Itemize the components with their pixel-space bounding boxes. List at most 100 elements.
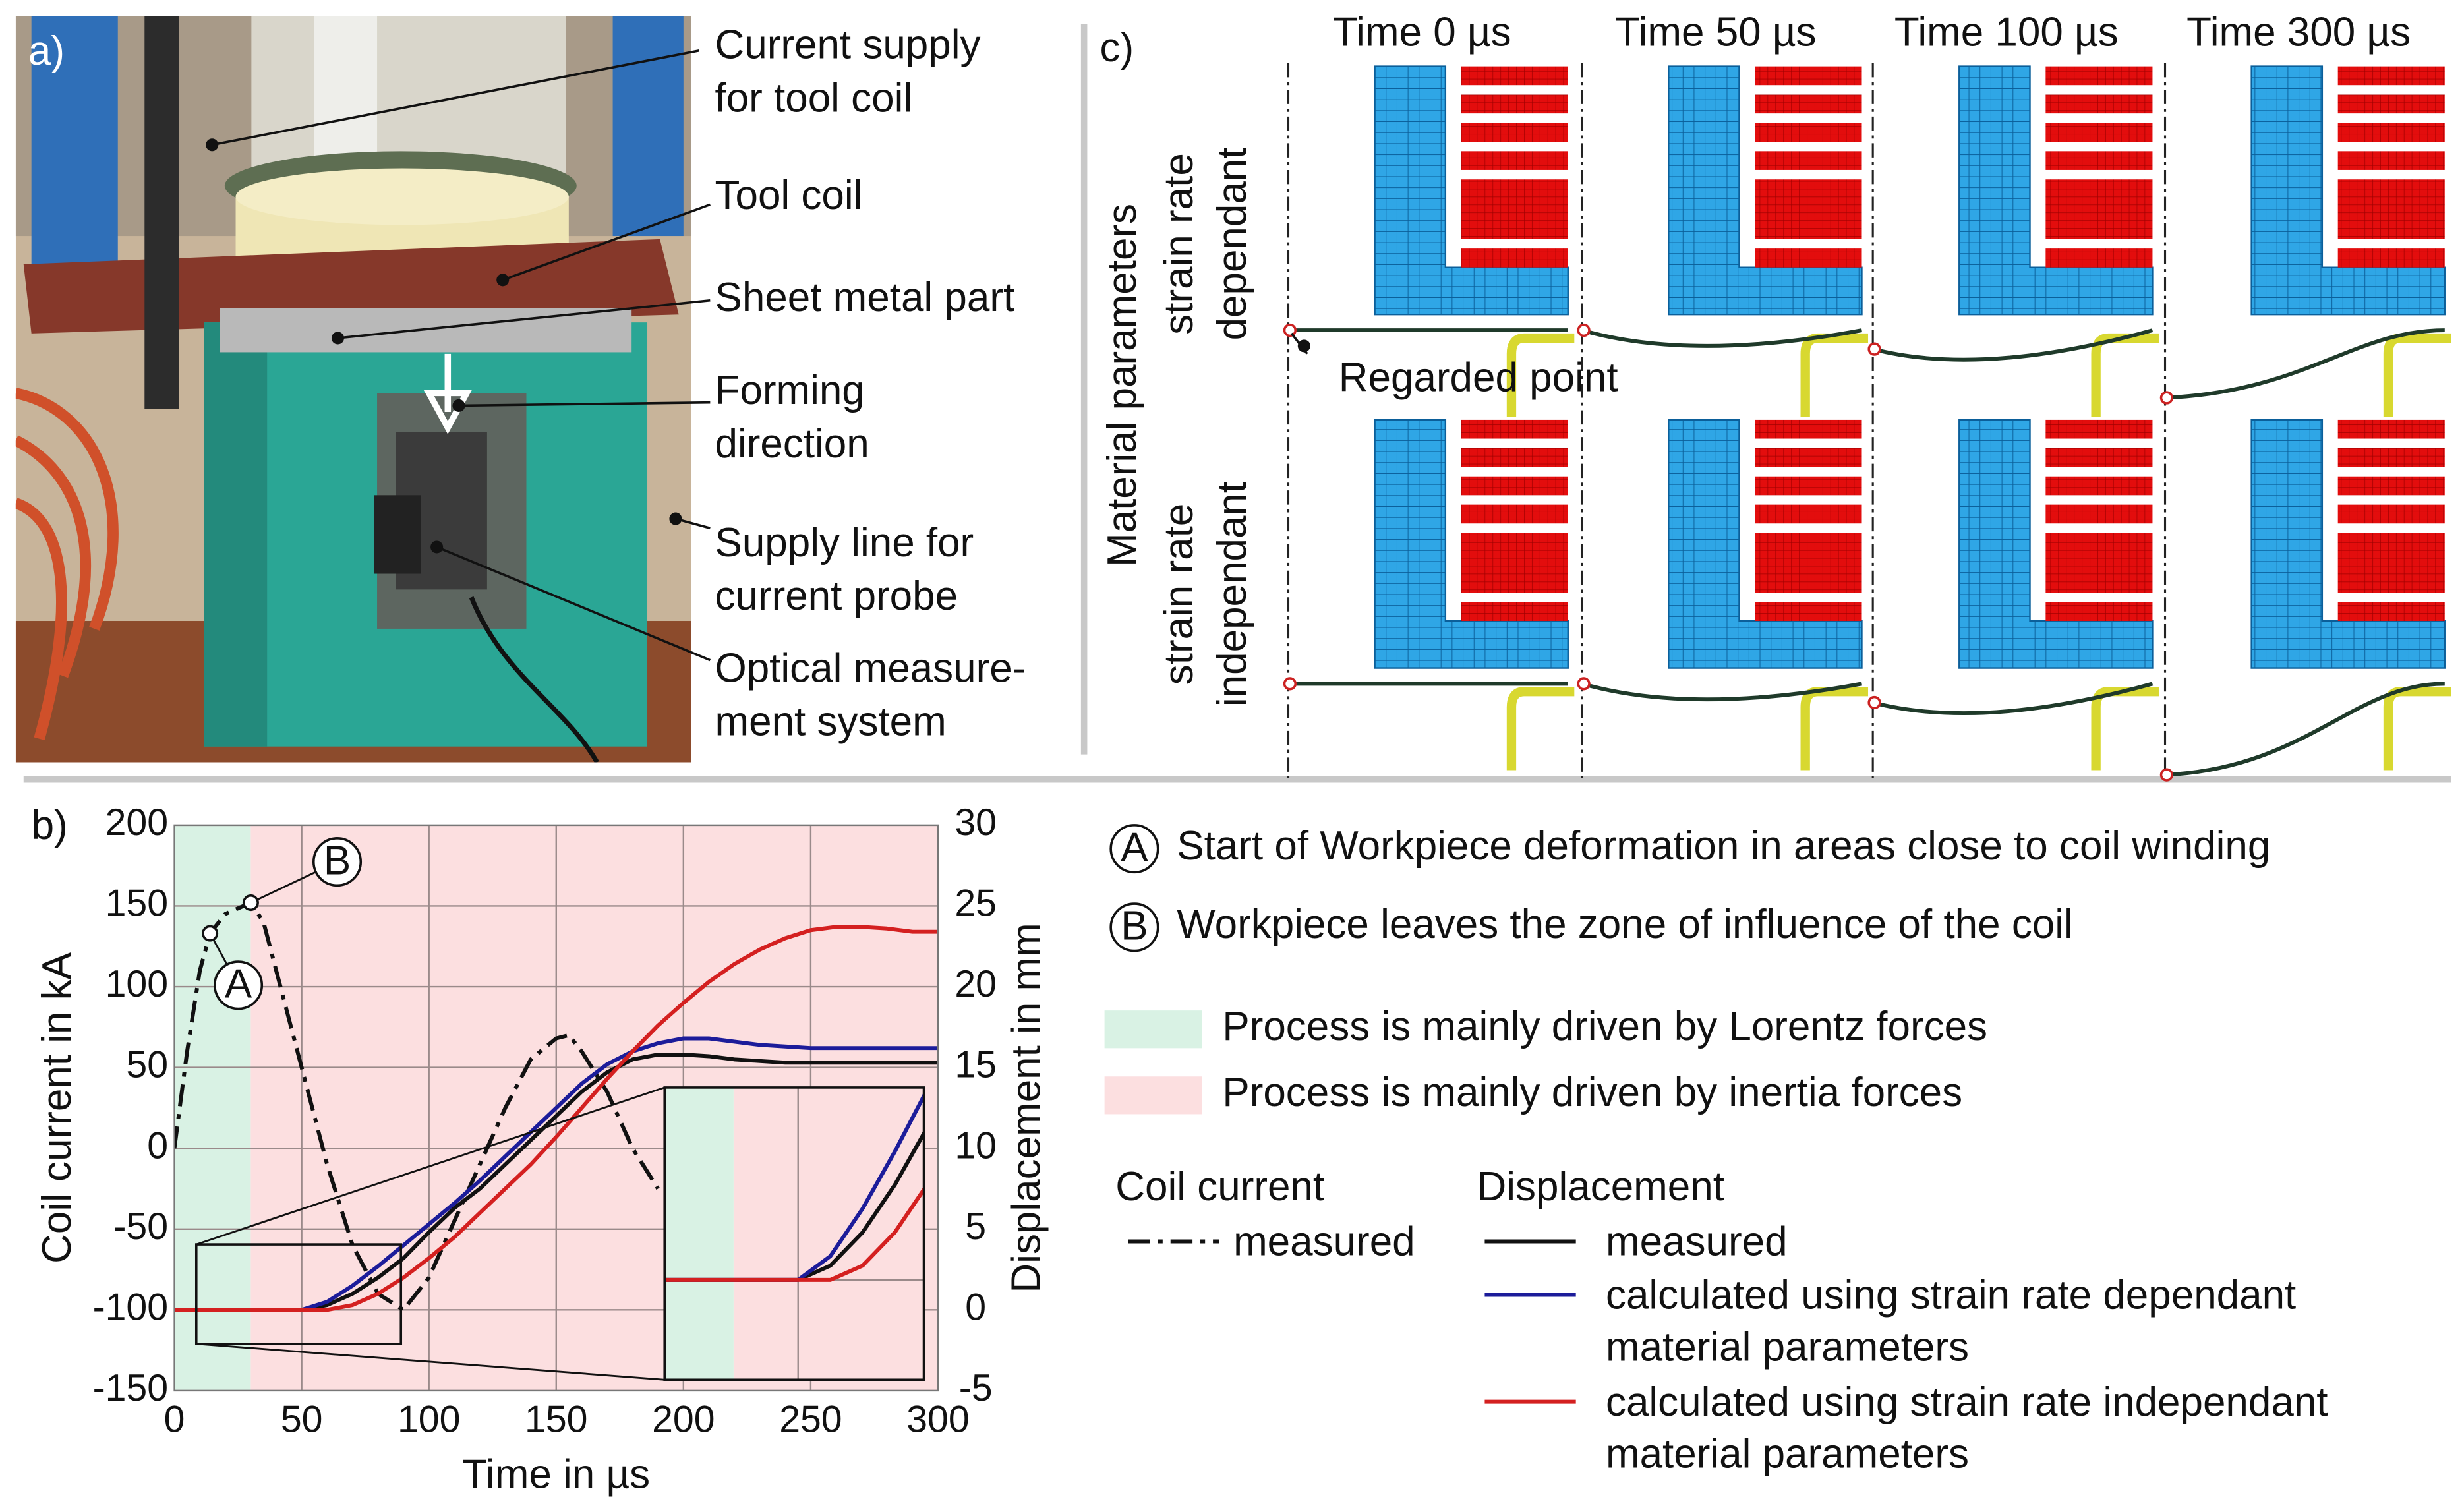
x-tick-label: 50: [281, 1399, 323, 1441]
inset-frame: [663, 1086, 925, 1381]
y-tick-label: 0: [147, 1124, 168, 1167]
legend-label: Process is mainly driven by inertia forc…: [1222, 1070, 1962, 1115]
coil-winding: [2045, 504, 2153, 524]
sheet: [1872, 328, 2154, 362]
coil-winding: [2045, 151, 2153, 170]
leader-dot: [331, 332, 344, 345]
coil-winding: [1461, 66, 1568, 86]
annotation: Sheet metal part: [715, 275, 1015, 320]
coil-winding: [2045, 419, 2153, 439]
y-axis-label: Coil current in kA: [34, 952, 80, 1263]
coil-winding: [2337, 179, 2445, 239]
coil-winding: [2337, 602, 2445, 622]
leader-line: [212, 49, 700, 146]
regarded-point: [1577, 677, 1591, 691]
column-header: Time 300 µs: [2186, 9, 2411, 55]
note-text: Workpiece leaves the zone of influence o…: [1177, 902, 2073, 947]
regarded-point: [1867, 695, 1881, 710]
annotation: Forming: [715, 368, 865, 413]
coil-winding: [2337, 476, 2445, 496]
panel-label: b): [32, 803, 68, 848]
annotation: Regarded point: [1339, 355, 1618, 401]
panel-label: c): [1099, 25, 1134, 71]
plot-frame: [173, 824, 939, 1392]
coil-winding: [2045, 476, 2153, 496]
coil-winding: [1755, 533, 1862, 593]
y-tick-label: -100: [93, 1286, 168, 1328]
note-text: Start of Workpiece deformation in areas …: [1177, 823, 2270, 869]
row-label: strain rate: [1156, 153, 1202, 335]
sheet: [2165, 682, 2445, 777]
leader-line: [337, 299, 711, 339]
coil-winding: [1755, 94, 1862, 114]
y-tick-label: -50: [113, 1206, 168, 1248]
marker-label: B: [324, 838, 351, 883]
coil-winding: [1755, 66, 1862, 86]
coil-winding: [2337, 419, 2445, 439]
legend-swatch: [1104, 1076, 1202, 1115]
y2-axis-label: Displacement in mm: [1004, 923, 1049, 1293]
annotation: Optical measure-: [715, 646, 1026, 691]
series-line: [174, 925, 938, 1312]
leader-dot: [669, 512, 682, 525]
series-line: [664, 1186, 924, 1282]
legend-label: calculated using strain rate dependant: [1606, 1273, 2296, 1318]
annotation: Supply line for: [715, 520, 974, 566]
coil-winding: [2337, 504, 2445, 524]
leader-dot: [452, 399, 465, 413]
region: [664, 1087, 734, 1380]
coil-winding: [2045, 179, 2153, 239]
coil-winding: [2045, 123, 2153, 142]
x-tick-label: 0: [164, 1399, 185, 1441]
legend-label: material parameters: [1606, 1431, 1969, 1476]
coil-winding: [1755, 602, 1862, 622]
die: [2383, 333, 2451, 417]
legend-label: measured: [1606, 1219, 1788, 1265]
die: [2383, 687, 2451, 771]
y2-tick-label: 10: [954, 1124, 997, 1167]
coil-winding: [2337, 248, 2445, 268]
y2-tick-label: 25: [954, 883, 997, 925]
coil-winding: [1461, 419, 1568, 439]
x-tick-label: 250: [779, 1399, 842, 1441]
annotation: Current supply: [715, 22, 981, 67]
x-tick-label: 200: [652, 1399, 715, 1441]
coil-winding: [1755, 123, 1862, 142]
zoom-box: [194, 1243, 403, 1345]
leader-dot: [206, 138, 219, 152]
coil-winding: [1461, 94, 1568, 114]
sheet: [1872, 682, 2154, 716]
coil-winding: [1461, 504, 1568, 524]
zoom-connector: [196, 1343, 665, 1381]
leader-line: [436, 546, 711, 662]
y2-tick-label: -5: [959, 1367, 993, 1409]
die: [1800, 333, 1869, 417]
leader-dot: [1297, 339, 1310, 353]
marker-point: [242, 894, 259, 912]
annotation: direction: [715, 421, 869, 467]
photo: [15, 16, 691, 763]
legend-label: measured: [1233, 1219, 1415, 1265]
y-tick-label: 150: [105, 883, 168, 925]
regarded-point: [2159, 391, 2174, 405]
coil-winding: [2337, 66, 2445, 86]
zoom-connector: [196, 1086, 665, 1246]
y-tick-label: 100: [105, 963, 168, 1005]
coil-winding: [2337, 94, 2445, 114]
leader-line: [502, 203, 711, 281]
coil-winding: [2337, 448, 2445, 467]
coil-winding: [2045, 448, 2153, 467]
y-tick-label: 200: [105, 801, 168, 844]
row-title: Material parameters: [1099, 204, 1145, 567]
sheet: [1581, 328, 1863, 348]
annotation: current probe: [715, 573, 958, 619]
row-label: strain rate: [1156, 504, 1202, 685]
note-badge: [1109, 824, 1159, 874]
marker-badge: [213, 960, 264, 1010]
legend-label: calculated using strain rate independant: [1606, 1380, 2328, 1425]
coil-winding: [1755, 448, 1862, 467]
region: [733, 1087, 924, 1380]
leader-dot: [496, 274, 510, 287]
note-badge: [1109, 902, 1159, 952]
